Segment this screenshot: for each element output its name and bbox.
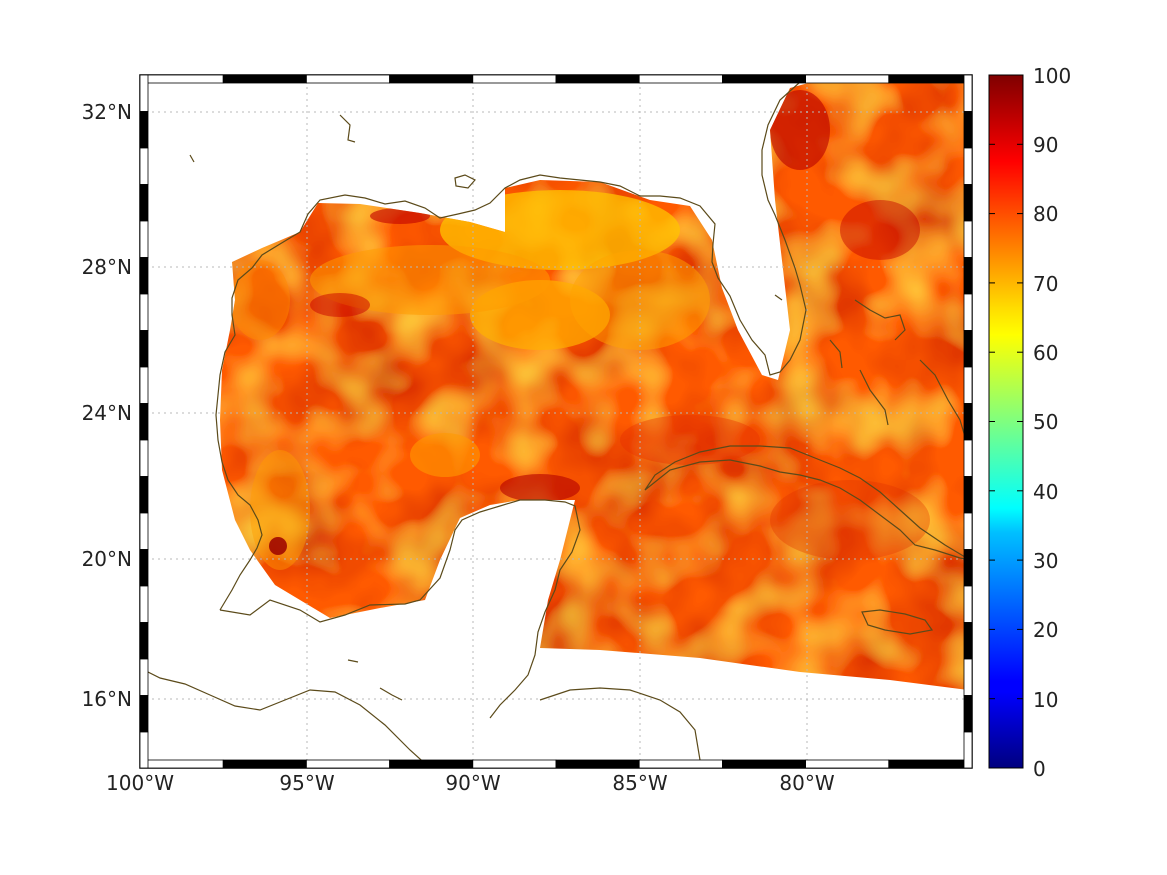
frame-segment xyxy=(305,759,390,769)
frame-segment xyxy=(963,366,973,404)
x-axis-labels: 100°W 95°W 90°W 85°W 80°W xyxy=(106,771,835,795)
frame-segment xyxy=(963,476,973,514)
checkered-frame xyxy=(139,74,973,769)
frame-segment xyxy=(888,74,973,84)
frame-segment xyxy=(139,585,149,623)
frame-segment xyxy=(963,257,973,295)
frame-segment xyxy=(963,111,973,149)
colorbar-tick-label: 100 xyxy=(1033,64,1071,88)
y-tick-label: 32°N xyxy=(82,100,132,124)
colorbar-tick-label: 20 xyxy=(1033,618,1058,642)
y-tick-label: 24°N xyxy=(82,401,132,425)
y-tick-label: 16°N xyxy=(82,687,132,711)
frame-segment xyxy=(139,366,149,404)
colorbar-tick-label: 80 xyxy=(1033,202,1058,226)
colorbar-tick-label: 0 xyxy=(1033,757,1046,781)
colorbar-tick-label: 70 xyxy=(1033,272,1058,296)
frame-segment xyxy=(963,74,973,112)
colorbar-tick-label: 60 xyxy=(1033,341,1058,365)
frame-segment xyxy=(139,439,149,477)
frame-segment xyxy=(963,403,973,441)
frame-segment xyxy=(963,293,973,331)
y-tick-label: 20°N xyxy=(82,547,132,571)
colorbar-tick-label: 30 xyxy=(1033,549,1058,573)
frame-segment xyxy=(389,759,474,769)
frame-segment xyxy=(888,759,973,769)
frame-segment xyxy=(139,695,149,733)
frame-segment xyxy=(963,439,973,477)
frame-segment xyxy=(139,476,149,514)
frame-segment xyxy=(139,658,149,696)
frame-segment xyxy=(139,731,149,769)
x-tick-label: 85°W xyxy=(612,771,667,795)
frame-segment xyxy=(139,330,149,368)
frame-segment xyxy=(139,403,149,441)
x-tick-label: 90°W xyxy=(445,771,500,795)
frame-segment xyxy=(139,257,149,295)
frame-segment xyxy=(963,695,973,733)
frame-segment xyxy=(555,74,640,84)
frame-segment xyxy=(963,220,973,258)
x-tick-label: 80°W xyxy=(779,771,834,795)
frame-segment xyxy=(139,220,149,258)
frame-segment xyxy=(305,74,390,84)
frame-segment xyxy=(638,74,723,84)
colorbar-tick-label: 50 xyxy=(1033,410,1058,434)
frame-segment xyxy=(139,293,149,331)
frame-segment xyxy=(139,74,224,84)
frame-segment xyxy=(139,759,224,769)
colorbar: 100 90 80 70 60 50 40 30 20 10 0 xyxy=(988,64,1071,781)
frame-segment xyxy=(139,622,149,660)
x-tick-label: 100°W xyxy=(106,771,174,795)
frame-segment xyxy=(722,759,807,769)
frame-segment xyxy=(472,74,557,84)
x-tick-label: 95°W xyxy=(279,771,334,795)
frame-segment xyxy=(139,111,149,149)
frame-segment xyxy=(139,549,149,587)
frame-segment xyxy=(139,74,149,112)
y-axis-labels: 32°N 28°N 24°N 20°N 16°N xyxy=(82,100,132,711)
frame-segment xyxy=(963,147,973,185)
coastlines xyxy=(140,75,971,768)
frame-segment xyxy=(963,512,973,550)
colorbar-tick-label: 40 xyxy=(1033,480,1058,504)
frame-segment xyxy=(963,549,973,587)
frame-segment xyxy=(555,759,640,769)
frame-segment xyxy=(222,759,307,769)
frame-segment xyxy=(963,330,973,368)
frame-segment xyxy=(963,622,973,660)
frame-segment xyxy=(963,184,973,222)
frame-segment xyxy=(805,759,890,769)
frame-segment xyxy=(805,74,890,84)
colorbar-tick-label: 10 xyxy=(1033,688,1058,712)
colorbar-tick-label: 90 xyxy=(1033,133,1058,157)
frame-segment xyxy=(638,759,723,769)
frame-segment xyxy=(963,658,973,696)
frame-segment xyxy=(722,74,807,84)
grid-lines xyxy=(140,75,972,768)
frame-segment xyxy=(963,585,973,623)
frame-segment xyxy=(139,147,149,185)
frame-segment xyxy=(222,74,307,84)
frame-segment xyxy=(963,731,973,769)
frame-segment xyxy=(472,759,557,769)
frame-segment xyxy=(139,512,149,550)
frame-segment xyxy=(139,184,149,222)
y-tick-label: 28°N xyxy=(82,255,132,279)
frame-segment xyxy=(389,74,474,84)
